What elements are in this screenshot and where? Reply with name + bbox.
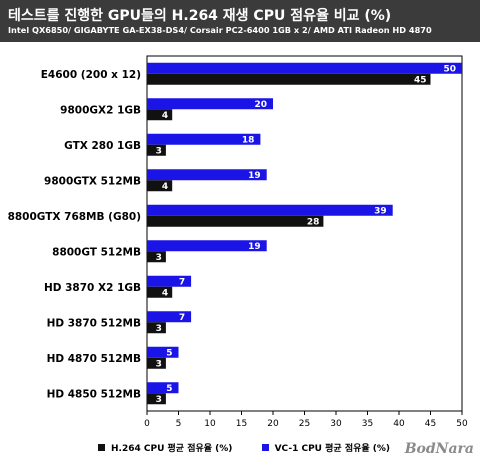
chart-title: 테스트를 진행한 GPU들의 H.264 재생 CPU 점유율 비교 (%) <box>8 8 392 24</box>
data-label-h264: 3 <box>156 146 162 156</box>
x-tick-label: 5 <box>176 419 182 429</box>
bar-vc1 <box>147 62 462 74</box>
bar-vc1 <box>147 240 267 252</box>
bar-vc1 <box>147 382 179 394</box>
bar-vc1 <box>147 98 273 110</box>
bar-h264 <box>147 109 173 121</box>
bar-vc1 <box>147 346 179 358</box>
data-label-vc1: 20 <box>254 100 267 110</box>
x-tick-label: 30 <box>330 419 342 429</box>
data-label-h264: 3 <box>156 395 162 405</box>
bar-vc1 <box>147 133 261 145</box>
data-label-h264: 3 <box>156 359 162 369</box>
data-label-vc1: 18 <box>242 135 255 145</box>
data-label-vc1: 7 <box>179 313 185 323</box>
data-label-h264: 4 <box>162 182 168 192</box>
legend-label-vc1: VC-1 CPU 평균 점유율 (%) <box>274 444 391 454</box>
category-label: 8800GT 512MB <box>52 246 141 258</box>
chart-subtitle: Intel QX6850/ GIGABYTE GA-EX38-DS4/ Cors… <box>8 25 432 35</box>
bar-vc1 <box>147 204 393 216</box>
data-label-vc1: 50 <box>443 64 456 74</box>
x-tick-label: 20 <box>267 419 279 429</box>
data-label-h264: 3 <box>156 324 162 334</box>
x-tick-label: 15 <box>236 419 247 429</box>
legend: H.264 CPU 평균 점유율 (%) VC-1 CPU 평균 점유율 (%) <box>98 441 416 454</box>
data-label-h264: 45 <box>414 75 427 85</box>
legend-swatch-h264 <box>98 444 105 451</box>
category-label: HD 4870 512MB <box>47 353 141 365</box>
x-tick-label: 35 <box>362 419 373 429</box>
bar-vc1 <box>147 169 267 181</box>
bodnara-logo: BodNara <box>404 441 474 457</box>
bar-h264 <box>147 144 166 156</box>
bar-h264 <box>147 215 324 227</box>
legend-item-h264: H.264 CPU 평균 점유율 (%) <box>98 441 232 454</box>
data-label-h264: 4 <box>162 111 168 121</box>
bar-h264 <box>147 180 173 192</box>
bar-h264 <box>147 286 173 298</box>
data-label-h264: 3 <box>156 253 162 263</box>
category-label: E4600 (200 x 12) <box>41 69 141 81</box>
legend-item-vc1: VC-1 CPU 평균 점유율 (%) <box>261 441 391 454</box>
bar-h264 <box>147 357 166 369</box>
data-label-vc1: 19 <box>248 171 261 181</box>
x-tick-label: 45 <box>425 419 436 429</box>
x-tick-label: 25 <box>299 419 310 429</box>
chart-header: 테스트를 진행한 GPU들의 H.264 재생 CPU 점유율 비교 (%) I… <box>0 0 480 42</box>
legend-swatch-vc1 <box>261 444 269 451</box>
data-label-h264: 4 <box>162 288 168 298</box>
category-label: 8800GTX 768MB (G80) <box>8 211 141 223</box>
x-tick-label: 10 <box>204 419 216 429</box>
x-tick-label: 50 <box>456 419 468 429</box>
bar-h264 <box>147 393 166 405</box>
bar-vc1 <box>147 311 192 323</box>
legend-label-h264: H.264 CPU 평균 점유율 (%) <box>111 444 233 454</box>
category-label: 9800GX2 1GB <box>60 104 141 116</box>
category-label: HD 4850 512MB <box>47 388 141 400</box>
bar-h264 <box>147 322 166 334</box>
category-label: 9800GTX 512MB <box>44 175 141 187</box>
category-label: GTX 280 1GB <box>64 140 141 152</box>
data-label-vc1: 5 <box>166 384 172 394</box>
category-label: HD 3870 512MB <box>47 317 141 329</box>
x-tick-label: 0 <box>144 419 150 429</box>
x-tick-label: 40 <box>393 419 405 429</box>
bar-h264 <box>147 251 166 263</box>
data-label-vc1: 19 <box>248 242 261 252</box>
bar-vc1 <box>147 275 192 287</box>
category-label: HD 3870 X2 1GB <box>44 282 141 294</box>
bar-h264 <box>147 73 431 85</box>
data-label-vc1: 7 <box>179 277 185 287</box>
data-label-vc1: 5 <box>166 348 172 358</box>
data-label-vc1: 39 <box>374 206 387 216</box>
data-label-h264: 28 <box>307 217 320 227</box>
